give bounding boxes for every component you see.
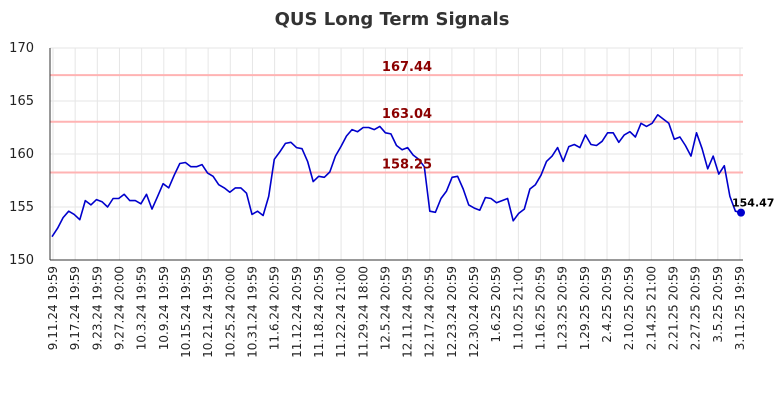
x-tick-label: 11.22.24 21:00 (334, 266, 348, 358)
x-tick-label: 12.23.24 20:59 (445, 266, 459, 358)
x-tick-label: 11.29.24 18:00 (356, 266, 370, 358)
x-tick-label: 1.23.25 20:59 (556, 266, 570, 350)
x-tick-label: 1.6.25 20:59 (489, 266, 503, 343)
y-tick-label: 155 (9, 200, 34, 215)
y-tick-label: 170 (9, 41, 34, 56)
x-tick-label: 3.5.25 20:59 (711, 266, 725, 343)
x-tick-label: 2.10.25 20:59 (622, 266, 636, 350)
y-tick-label: 160 (9, 147, 34, 162)
labels-layer: 167.44 163.04 158.25 154.47 (382, 60, 775, 209)
x-tick-label: 1.29.25 20:59 (578, 266, 592, 350)
x-tick-label: 2.14.25 21:00 (644, 266, 658, 350)
level-lines (50, 74, 743, 174)
chart-title: QUS Long Term Signals (275, 9, 510, 30)
level-label: 163.04 (382, 107, 432, 122)
x-tick-label: 12.17.24 20:59 (423, 266, 437, 358)
x-tick-label: 10.25.24 20:00 (223, 266, 237, 358)
x-tick-label: 2.4.25 20:59 (600, 266, 614, 343)
grid-layer (50, 47, 743, 261)
y-tick-label: 150 (9, 253, 34, 268)
x-tick-label: 10.31.24 19:59 (245, 266, 259, 358)
last-point-marker (737, 208, 745, 217)
x-tick-label: 10.3.24 19:59 (135, 266, 149, 350)
x-tick-label: 9.27.24 20:00 (112, 266, 126, 350)
series-layer (51, 114, 745, 238)
x-tick-label: 9.23.24 19:59 (90, 266, 104, 350)
x-tick-label: 11.18.24 20:59 (312, 266, 326, 358)
price-line (51, 114, 742, 238)
x-tick-label: 10.15.24 19:59 (179, 266, 193, 358)
x-tick-label: 10.9.24 19:59 (157, 266, 171, 350)
x-tick-label: 9.11.24 19:59 (46, 266, 60, 350)
level-label: 158.25 (382, 158, 432, 173)
x-tick-label: 12.30.24 20:59 (467, 266, 481, 358)
x-tick-label: 10.21.24 19:59 (201, 266, 215, 358)
x-tick-label: 1.16.25 20:59 (534, 266, 548, 350)
axes: 150 155 160 165 170 9.11.24 19:59 9.17.24 19:5… (9, 41, 747, 358)
last-value-label: 154.47 (732, 197, 774, 210)
x-tick-label: 11.12.24 20:59 (290, 266, 304, 358)
x-tick-label: 12.5.24 20:59 (378, 266, 392, 350)
x-tick-label: 12.11.24 20:59 (401, 266, 415, 358)
x-tick-label: 2.21.25 20:59 (667, 266, 681, 350)
x-tick-label: 1.10.25 21:00 (511, 266, 525, 350)
x-tick-label: 9.17.24 19:59 (68, 266, 82, 350)
x-tick-label: 11.6.24 20:59 (268, 266, 282, 350)
level-label: 167.44 (382, 60, 432, 75)
y-tick-label: 165 (9, 94, 34, 109)
x-tick-label: 2.27.25 20:59 (689, 266, 703, 350)
x-tick-label: 3.11.25 19:59 (733, 266, 747, 350)
